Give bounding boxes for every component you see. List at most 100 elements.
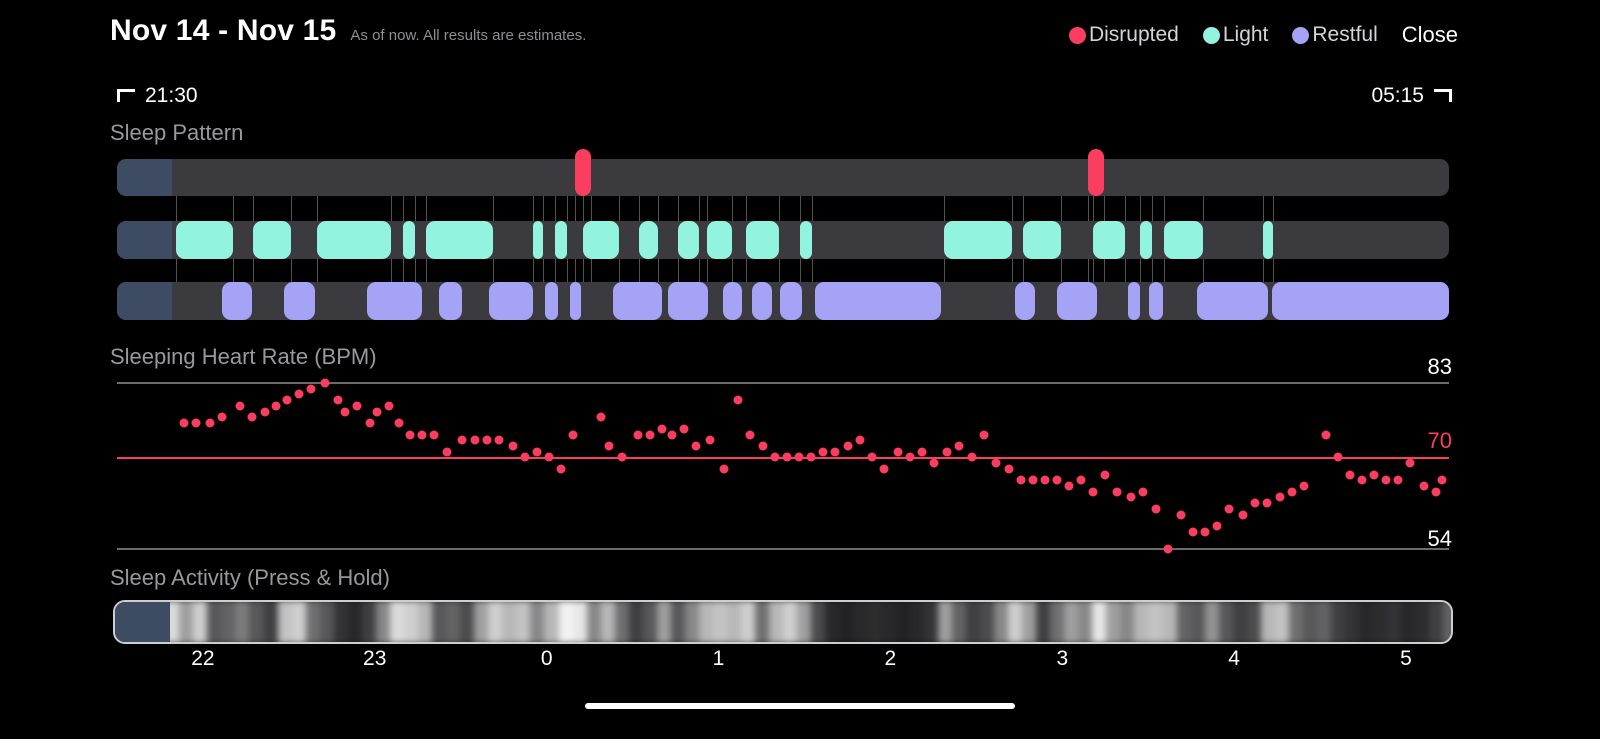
sleep-segment-light: [252, 221, 292, 259]
segment-connector-line: [391, 259, 393, 282]
activity-strip: [1359, 602, 1374, 642]
activity-strip: [1176, 602, 1191, 642]
segment-connector-line: [403, 196, 405, 221]
segment-connector-line: [639, 196, 641, 221]
awake-lead-in-segment: [117, 282, 172, 320]
segment-connector-line: [745, 259, 747, 282]
segment-connector-line: [543, 196, 545, 221]
segment-connector-line: [1202, 259, 1204, 282]
hr-reference-label: 70: [1427, 428, 1452, 453]
segment-connector-line: [1163, 259, 1165, 282]
heart-rate-dot: [1200, 527, 1210, 537]
heart-rate-dot: [372, 407, 382, 417]
heart-rate-dot: [929, 458, 939, 468]
heart-rate-dot: [1016, 475, 1026, 485]
segment-connector-line: [583, 259, 585, 282]
activity-strip: [628, 602, 643, 642]
segment-connector-line: [1061, 196, 1063, 221]
heart-rate-dot: [733, 395, 743, 405]
segment-connector-line: [252, 259, 254, 282]
segment-connector-line: [1022, 259, 1024, 282]
activity-strip: [277, 602, 292, 642]
heart-rate-dot: [967, 452, 977, 462]
heart-rate-dot: [806, 452, 816, 462]
activity-strip: [403, 602, 419, 642]
segment-connector-line: [492, 196, 494, 221]
time-axis-tick: 3: [1056, 647, 1069, 670]
segment-connector-line: [745, 196, 747, 221]
heart-rate-dot: [879, 464, 889, 474]
activity-strip: [825, 602, 840, 642]
heart-rate-dot: [645, 430, 655, 440]
activity-strip: [1134, 602, 1149, 642]
activity-strip: [572, 602, 587, 642]
heart-rate-dot: [1357, 475, 1367, 485]
time-axis-tick: 4: [1228, 647, 1240, 670]
heart-rate-dot: [843, 441, 853, 451]
time-axis-tick: 0: [540, 647, 553, 670]
heart-rate-dot: [893, 447, 903, 457]
activity-strip: [923, 602, 938, 642]
sleep-segment-light: [1139, 221, 1152, 259]
header-subtitle: As of now. All results are estimates.: [350, 27, 587, 44]
legend-label-restful: Restful: [1312, 23, 1378, 46]
heart-rate-dot: [596, 412, 606, 422]
heart-rate-dot: [855, 435, 865, 445]
home-indicator[interactable]: [585, 703, 1015, 709]
disrupted-track: [117, 149, 1449, 196]
sleep-segment-light: [1093, 221, 1126, 259]
activity-strip: [656, 602, 671, 642]
date-range-title: Nov 14 - Nov 15: [110, 14, 337, 47]
activity-strip: [1162, 602, 1177, 642]
segment-connector-line: [555, 196, 557, 221]
activity-strip: [488, 602, 503, 642]
segment-connector-line: [1273, 259, 1275, 282]
sleep-segment-restful: [668, 282, 709, 320]
activity-heatmap: [115, 602, 1451, 642]
sleep-segment-restful: [1014, 282, 1035, 320]
activity-strip: [1246, 602, 1261, 642]
crop-corner-left-icon: [117, 89, 135, 102]
activity-strip: [1331, 602, 1346, 642]
segment-connector-line: [677, 196, 679, 221]
sleep-segment-light: [639, 221, 658, 259]
heart-rate-dot: [719, 464, 729, 474]
sleep-activity-bar[interactable]: [113, 600, 1453, 644]
sleep-segment-light: [745, 221, 779, 259]
activity-strip: [1036, 602, 1051, 642]
activity-strip: [1218, 602, 1233, 642]
segment-connector-line: [1262, 259, 1264, 282]
activity-strip: [375, 602, 390, 642]
heart-rate-dot: [942, 447, 952, 457]
heart-rate-dot: [340, 407, 350, 417]
heart-rate-dot: [770, 452, 780, 462]
heart-rate-dot: [1250, 498, 1260, 508]
close-button[interactable]: Close: [1401, 22, 1458, 47]
sleep-segment-light: [944, 221, 1013, 259]
activity-strip: [1443, 602, 1451, 642]
sleep-segment-restful: [1271, 282, 1449, 320]
activity-strip: [235, 602, 250, 642]
segment-connector-line: [532, 196, 534, 221]
segment-connector-line: [1273, 196, 1275, 221]
heart-rate-dot: [442, 447, 452, 457]
activity-strip: [1260, 602, 1275, 642]
time-axis: 22 23 0 1 2 3 4 5: [117, 647, 1449, 673]
sleep-segment-light: [1262, 221, 1274, 259]
heart-rate-dot: [1369, 470, 1379, 480]
activity-strip: [1120, 602, 1135, 642]
activity-strip: [1190, 602, 1205, 642]
light-track: [117, 221, 1449, 259]
segment-connector-line: [1104, 196, 1105, 221]
segment-connector-line: [779, 259, 780, 282]
segment-connector-line: [619, 259, 621, 282]
sleep-segment-light: [800, 221, 813, 259]
activity-strip: [1302, 602, 1318, 642]
activity-strip: [530, 602, 545, 642]
heart-rate-dot: [470, 435, 480, 445]
sleep-segment-light: [532, 221, 544, 259]
hr-min-gridline: [117, 548, 1449, 550]
activity-strip: [249, 602, 264, 642]
heart-rate-dot: [1100, 470, 1110, 480]
sleep-segment-restful: [1127, 282, 1140, 320]
